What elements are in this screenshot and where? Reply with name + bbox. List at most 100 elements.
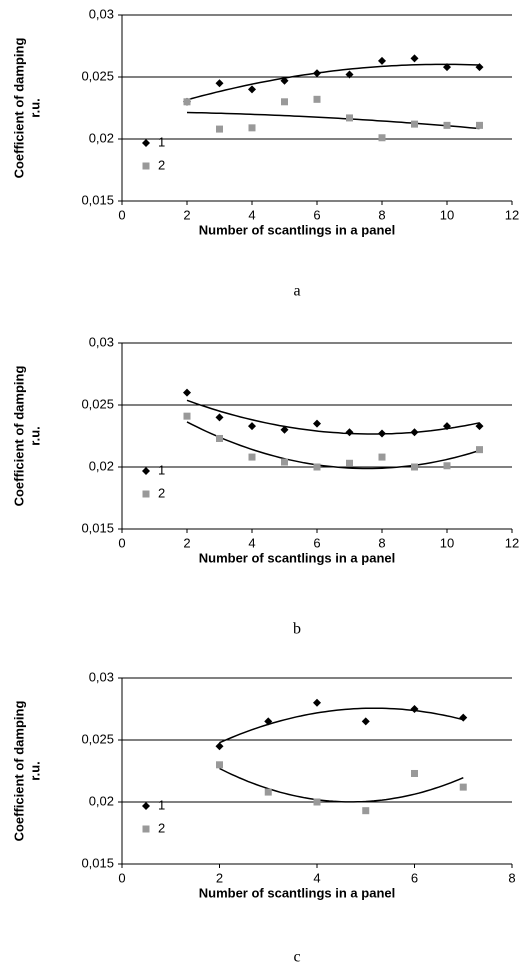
y-axis-label: Coefficient of damping [11,38,26,179]
x-tick-label: 6 [313,535,320,550]
y-tick-label: 0,03 [89,669,114,684]
data-point [215,413,224,422]
x-tick-label: 6 [411,870,418,885]
y-tick-label: 0,02 [89,793,114,808]
marker [142,825,150,833]
legend-label: 2 [158,157,165,172]
data-point [248,85,256,94]
data-point [410,705,419,713]
y-axis-label: r.u. [27,98,42,118]
data-point [313,69,321,78]
y-tick-label: 0,03 [89,334,114,349]
data-point [345,428,354,437]
legend-label: 1 [158,797,165,812]
panel-caption: b [293,621,301,638]
data-point [411,769,418,777]
y-tick-label: 0,015 [81,520,114,535]
data-point [216,125,223,133]
legend-label: 1 [158,134,165,149]
y-tick-label: 0,015 [81,855,114,870]
data-point [476,446,483,454]
y-tick-label: 0,025 [81,396,114,411]
chart: 0,015 0,02 0,025 0,03 0 2 4 6 8 10 12 Number of sca… [11,6,519,299]
data-point [346,459,353,467]
x-tick-label: 0 [118,535,125,550]
x-tick-label: 8 [378,207,385,222]
data-point [313,463,321,471]
data-point [378,453,386,461]
data-point [378,429,386,438]
data-point [248,422,256,431]
data-point [443,63,451,72]
data-point [346,114,353,122]
data-point [281,98,288,106]
data-point [361,717,370,726]
data-point [216,434,223,442]
data-point [410,54,419,63]
data-point [264,788,272,796]
y-tick-label: 0,025 [81,68,114,83]
y-tick-label: 0,02 [89,130,114,145]
data-point [280,425,289,434]
data-point [248,453,256,461]
x-tick-label: 2 [216,870,223,885]
data-point [378,56,386,65]
data-point [183,412,191,420]
data-point [280,76,289,85]
trend-line [186,111,480,130]
data-point [459,783,467,791]
x-axis-label: Number of scantlings in a panel [199,885,395,900]
legend-label: 2 [158,485,165,500]
data-point [216,761,223,769]
x-tick-label: 10 [440,535,454,550]
chart: 0,015 0,02 0,025 0,03 0 2 4 6 8 Number of scantli… [11,669,515,965]
x-tick-label: 4 [248,535,255,550]
data-point [313,798,321,806]
data-point [443,121,451,129]
data-point [411,463,418,471]
trend-line [186,63,480,101]
x-tick-label: 0 [118,870,125,885]
marker [142,490,150,498]
x-tick-label: 8 [378,535,385,550]
data-point [378,134,386,142]
data-point [443,422,451,431]
data-point [248,124,256,132]
trend-line [186,399,480,435]
legend-label: 1 [158,462,165,477]
x-tick-label: 8 [508,870,515,885]
data-point [411,120,418,128]
y-tick-label: 0,015 [81,192,114,207]
data-point [459,713,468,722]
y-axis-label: r.u. [27,761,42,781]
y-axis-label: Coefficient of damping [11,701,26,842]
x-tick-label: 4 [248,207,255,222]
legend-label: 2 [158,820,165,835]
y-tick-label: 0,02 [89,458,114,473]
trend-line [219,767,464,803]
data-point [183,388,191,397]
data-point [313,95,321,103]
data-point [345,70,354,79]
data-point [362,807,370,815]
data-point [443,462,451,470]
x-tick-label: 12 [505,207,519,222]
panel-caption: c [293,949,300,966]
x-tick-label: 6 [313,207,320,222]
data-point [475,63,484,72]
data-point [264,717,273,726]
data-point [183,98,191,106]
data-point [281,458,288,466]
x-tick-label: 0 [118,207,125,222]
x-tick-label: 10 [440,207,454,222]
y-tick-label: 0,025 [81,731,114,746]
trend-line [219,707,464,744]
data-point [410,428,419,437]
data-point [215,79,224,88]
y-tick-label: 0,03 [89,6,114,21]
data-point [313,698,321,707]
x-axis-label: Number of scantlings in a panel [199,222,395,237]
marker [142,467,150,475]
